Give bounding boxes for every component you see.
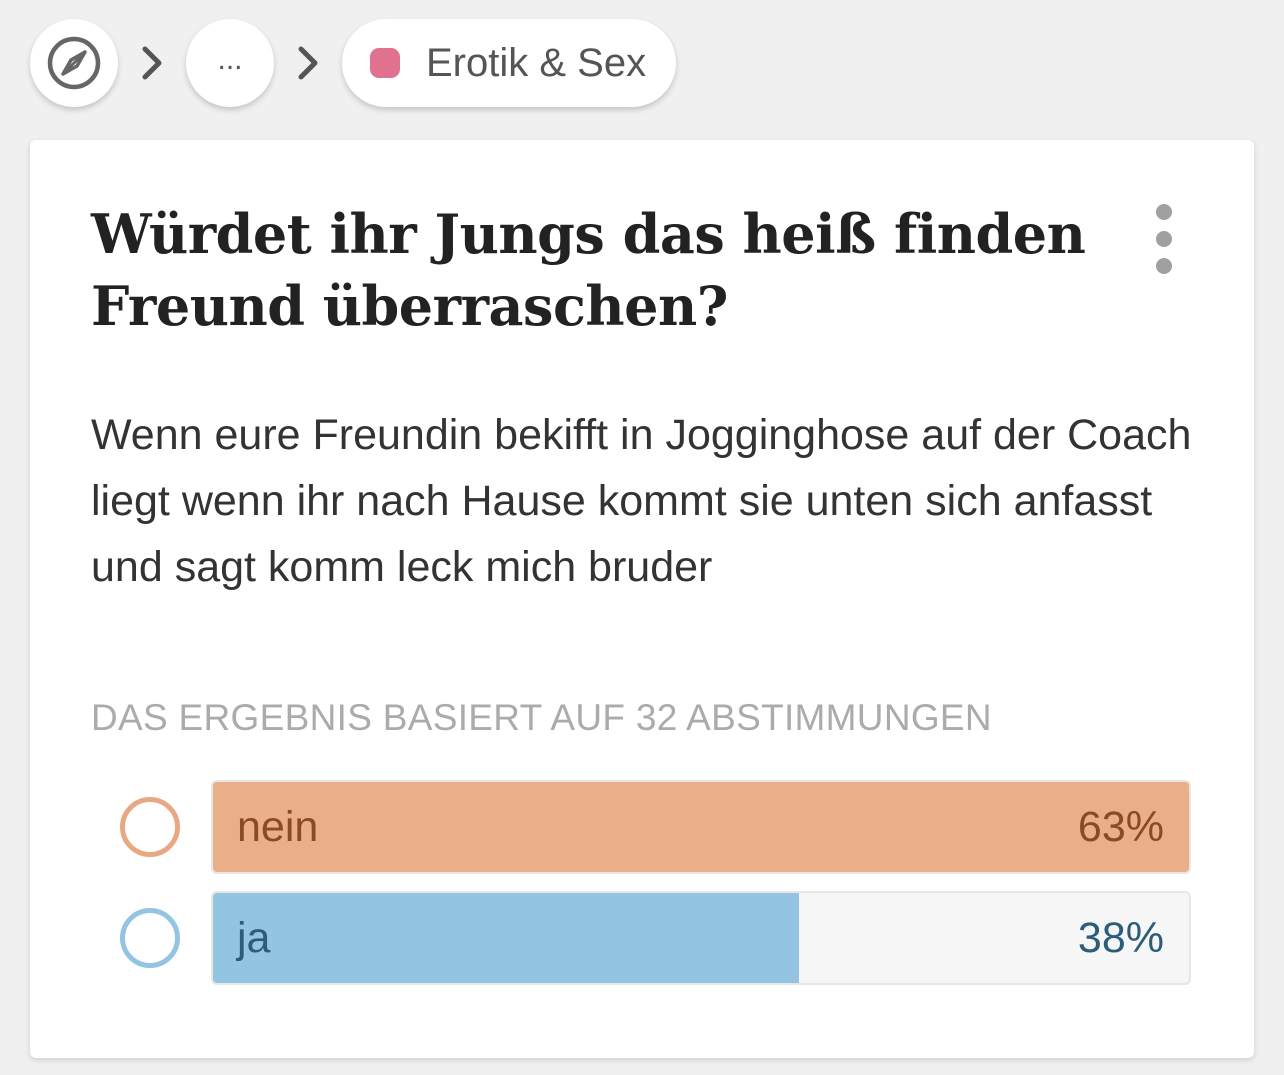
more-vertical-icon[interactable]	[1148, 204, 1180, 274]
poll-bar: ja 38%	[211, 891, 1191, 985]
poll-option[interactable]: nein 63%	[118, 780, 1194, 874]
poll-option-percent: 63%	[1077, 803, 1164, 851]
breadcrumb: ... Erotik & Sex	[30, 18, 677, 108]
poll-bar-fill	[213, 782, 1189, 872]
breadcrumb-ellipsis-button[interactable]: ...	[186, 19, 274, 107]
chevron-right-icon	[118, 18, 186, 108]
poll-option-label: ja	[237, 914, 271, 962]
question-card: Würdet ihr Jungs das heiß finden Freund …	[30, 140, 1254, 1058]
category-color-dot	[370, 48, 400, 78]
category-pill[interactable]: Erotik & Sex	[342, 19, 677, 107]
category-label: Erotik & Sex	[426, 40, 647, 85]
poll-bar-fill	[213, 893, 799, 983]
poll-result-caption: DAS ERGEBNIS BASIERT AUF 32 ABSTIMMUNGEN	[91, 697, 992, 738]
poll-option-label: nein	[237, 803, 319, 851]
compass-icon	[47, 36, 101, 90]
chevron-right-icon	[274, 18, 342, 108]
menu-dot	[1156, 231, 1172, 247]
poll-option-percent: 38%	[1077, 914, 1164, 962]
explore-button[interactable]	[30, 19, 118, 107]
poll-bar: nein 63%	[211, 780, 1191, 874]
question-body: Wenn eure Freundin bekifft in Jogginghos…	[91, 411, 1192, 591]
question-title: Würdet ihr Jungs das heiß finden Freund …	[91, 202, 1086, 338]
radio-button[interactable]	[120, 797, 180, 857]
radio-button[interactable]	[120, 908, 180, 968]
poll-option[interactable]: ja 38%	[118, 891, 1194, 985]
menu-dot	[1156, 258, 1172, 274]
menu-dot	[1156, 204, 1172, 220]
ellipsis-text: ...	[217, 43, 243, 76]
